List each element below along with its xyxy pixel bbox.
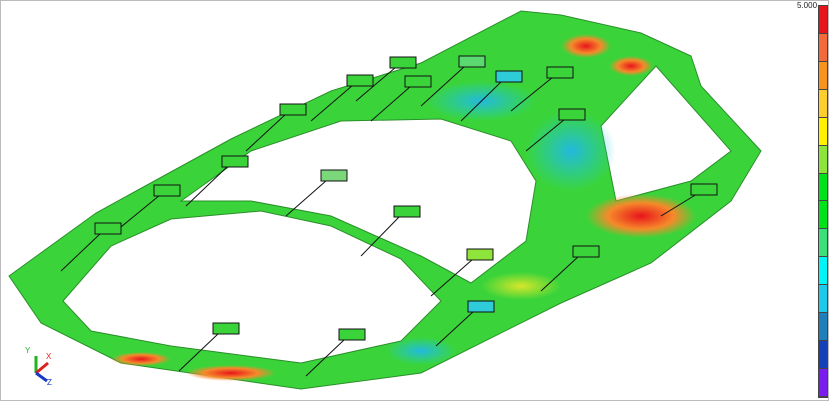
callout-leader <box>60 232 102 272</box>
callout-leader <box>540 255 580 292</box>
callout-box[interactable] <box>320 169 348 182</box>
callout-leader <box>360 215 401 257</box>
callout-leader <box>510 76 554 112</box>
axis-x-label: X <box>46 352 52 361</box>
axis-z-label: Z <box>47 378 52 387</box>
frame-body <box>8 10 762 390</box>
callout-box[interactable] <box>546 66 574 79</box>
color-legend <box>818 5 828 398</box>
callout-leader <box>310 84 354 122</box>
stress-hotspot <box>186 365 276 381</box>
legend-swatch <box>819 341 827 369</box>
callout-leader <box>245 113 287 152</box>
callout-box[interactable] <box>279 103 307 116</box>
callout-leader <box>460 80 503 122</box>
callout-box[interactable] <box>404 75 432 88</box>
callout-box[interactable] <box>467 300 495 313</box>
stress-hotspot <box>561 34 611 58</box>
legend-swatch <box>819 117 827 146</box>
legend-swatch <box>819 229 827 258</box>
legend-swatch <box>819 61 827 90</box>
axis-y-label: Y <box>25 346 31 355</box>
axis-triad: Y X Z <box>25 346 52 387</box>
callout-box[interactable] <box>153 184 181 197</box>
callout-leader <box>420 65 466 107</box>
legend-swatch <box>819 201 827 230</box>
legend-swatch <box>819 257 827 286</box>
callout-box[interactable] <box>690 183 718 196</box>
callout-leader <box>115 194 161 232</box>
legend-swatch <box>819 89 827 118</box>
legend-swatch <box>819 173 827 202</box>
legend-swatch <box>819 285 827 314</box>
callout-leader <box>178 332 220 372</box>
callout-leader <box>370 85 412 122</box>
callout-box[interactable] <box>466 248 494 261</box>
callout-labels <box>60 55 718 377</box>
stress-hotspot <box>111 352 171 366</box>
callout-leader <box>430 258 474 297</box>
callout-box[interactable] <box>393 205 421 218</box>
stress-hotspot <box>586 194 696 238</box>
stress-hotspot <box>609 56 653 76</box>
legend-swatch <box>819 368 827 397</box>
callout-box[interactable] <box>221 155 249 168</box>
callout-box[interactable] <box>572 245 600 258</box>
callout-box[interactable] <box>212 322 240 335</box>
callout-box[interactable] <box>389 56 417 69</box>
callout-leader <box>435 310 475 347</box>
legend-max-label: 5.000 <box>797 1 818 10</box>
callout-leader <box>355 66 397 102</box>
legend-swatch <box>819 145 827 174</box>
legend-swatch <box>819 33 827 62</box>
callout-box[interactable] <box>495 70 523 83</box>
callout-box[interactable] <box>94 222 122 235</box>
legend-swatch <box>819 313 827 342</box>
callout-box[interactable] <box>338 328 366 341</box>
callout-leader <box>185 165 229 207</box>
callout-box[interactable] <box>346 74 374 87</box>
callout-box[interactable] <box>458 55 486 68</box>
legend-swatch <box>819 6 827 34</box>
callout-box[interactable] <box>558 108 586 121</box>
callout-leader <box>660 193 698 217</box>
callout-leader <box>525 118 566 152</box>
low-stress-zone <box>386 337 456 365</box>
low-stress-zone <box>526 111 616 191</box>
stress-zone <box>481 272 561 300</box>
callout-leader <box>305 338 346 377</box>
callout-leader <box>285 179 328 217</box>
